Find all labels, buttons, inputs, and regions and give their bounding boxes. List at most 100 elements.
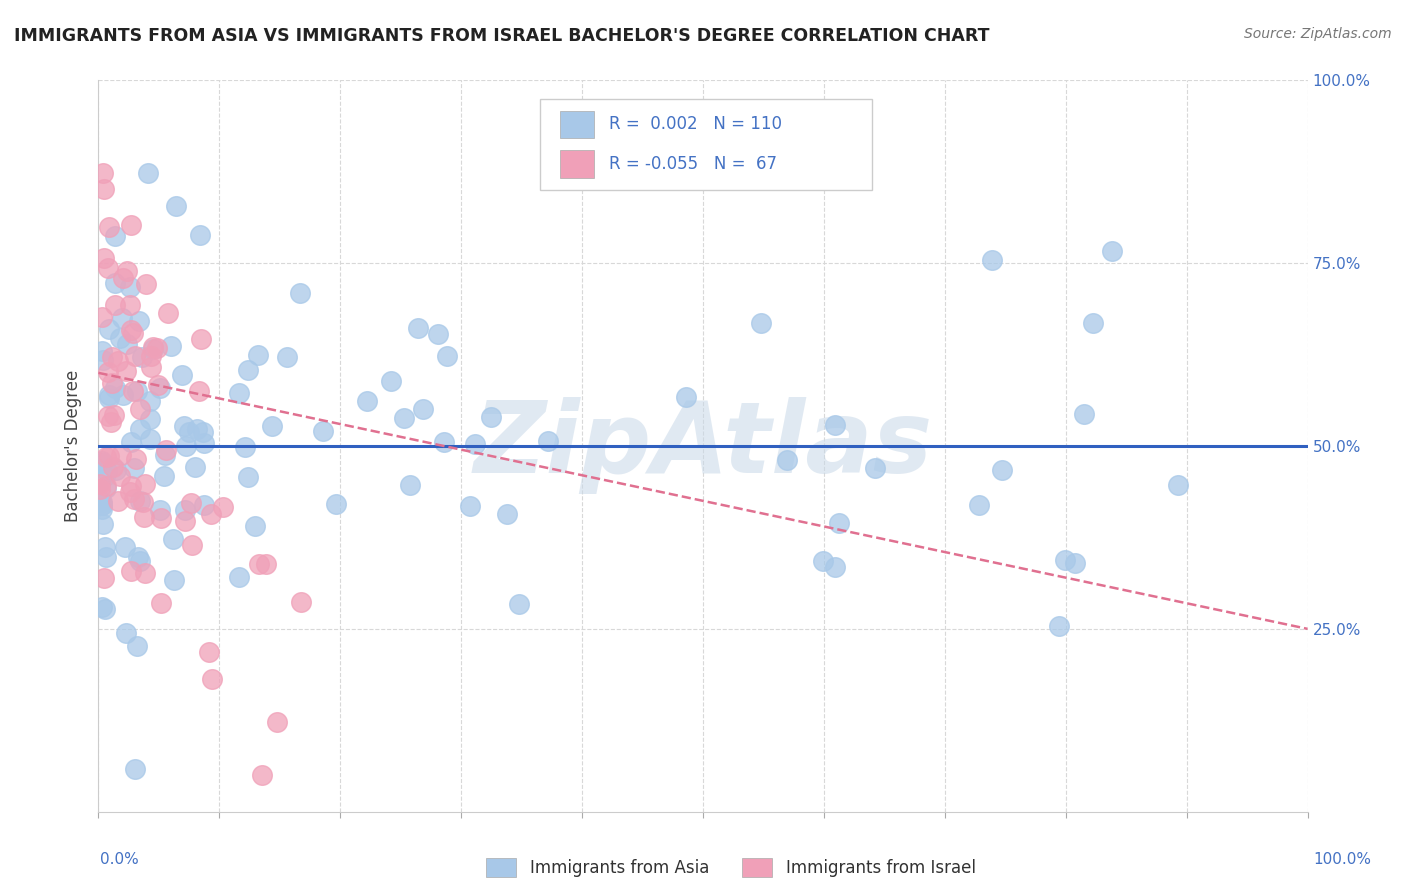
- Point: [186, 422, 208, 436]
- Point: [749, 316, 772, 330]
- Point: [157, 306, 180, 320]
- Point: [91, 600, 114, 615]
- Point: [94, 479, 117, 493]
- Point: [134, 476, 156, 491]
- Point: [426, 326, 449, 341]
- Point: [1081, 317, 1104, 331]
- Point: [125, 639, 148, 653]
- Point: [236, 363, 259, 377]
- Point: [160, 338, 183, 352]
- FancyBboxPatch shape: [540, 99, 872, 190]
- Point: [1073, 407, 1095, 421]
- Point: [184, 460, 207, 475]
- Point: [260, 418, 283, 433]
- Point: [193, 436, 215, 450]
- Point: [200, 508, 222, 522]
- Point: [90, 310, 112, 325]
- Point: [325, 497, 347, 511]
- Point: [433, 435, 456, 450]
- Point: [464, 436, 486, 450]
- Point: [120, 298, 142, 312]
- Point: [120, 564, 142, 578]
- Point: [537, 434, 560, 449]
- Point: [149, 511, 172, 525]
- Point: [177, 425, 200, 439]
- Point: [93, 182, 115, 196]
- Point: [1054, 552, 1077, 566]
- Text: ZipAtlas: ZipAtlas: [474, 398, 932, 494]
- Point: [172, 368, 194, 382]
- FancyBboxPatch shape: [561, 150, 595, 178]
- Point: [153, 469, 176, 483]
- Point: [174, 514, 197, 528]
- Point: [91, 502, 114, 516]
- Legend: Immigrants from Asia, Immigrants from Israel: Immigrants from Asia, Immigrants from Is…: [479, 851, 983, 884]
- Point: [990, 463, 1012, 477]
- Point: [93, 252, 115, 266]
- Point: [120, 434, 142, 449]
- Text: R = -0.055   N =  67: R = -0.055 N = 67: [609, 155, 776, 173]
- Point: [91, 517, 114, 532]
- Point: [91, 498, 114, 512]
- Text: Source: ZipAtlas.com: Source: ZipAtlas.com: [1244, 27, 1392, 41]
- Point: [141, 349, 163, 363]
- Point: [142, 342, 165, 356]
- Point: [93, 571, 115, 585]
- Point: [89, 476, 111, 491]
- Point: [127, 549, 149, 564]
- Point: [115, 625, 138, 640]
- Point: [142, 340, 165, 354]
- Point: [356, 394, 378, 409]
- Point: [129, 422, 152, 436]
- Point: [162, 532, 184, 546]
- Point: [863, 460, 886, 475]
- Point: [94, 482, 117, 496]
- Point: [104, 298, 127, 312]
- Point: [112, 270, 135, 285]
- Point: [1047, 619, 1070, 633]
- Point: [96, 463, 118, 477]
- Point: [180, 496, 202, 510]
- Point: [115, 337, 138, 351]
- Point: [108, 331, 131, 345]
- Point: [412, 401, 434, 416]
- Point: [824, 560, 846, 574]
- Point: [91, 498, 114, 512]
- Point: [94, 540, 117, 554]
- Point: [96, 549, 118, 564]
- Point: [380, 374, 402, 388]
- Point: [228, 570, 250, 584]
- Point: [100, 415, 122, 429]
- Point: [110, 449, 132, 463]
- Point: [128, 314, 150, 328]
- Point: [136, 166, 159, 180]
- Point: [153, 448, 176, 462]
- Point: [1167, 478, 1189, 492]
- Point: [173, 418, 195, 433]
- Point: [828, 516, 851, 531]
- Point: [94, 450, 117, 464]
- Point: [120, 218, 142, 232]
- Text: R =  0.002   N = 110: R = 0.002 N = 110: [609, 115, 782, 134]
- Point: [91, 343, 114, 358]
- Point: [135, 277, 157, 292]
- Point: [104, 229, 127, 244]
- Point: [145, 341, 167, 355]
- Point: [127, 384, 149, 398]
- Point: [228, 385, 250, 400]
- Text: IMMIGRANTS FROM ASIA VS IMMIGRANTS FROM ISRAEL BACHELOR'S DEGREE CORRELATION CHA: IMMIGRANTS FROM ASIA VS IMMIGRANTS FROM …: [14, 27, 990, 45]
- Point: [479, 409, 502, 424]
- Point: [89, 482, 111, 496]
- Point: [91, 495, 114, 509]
- Y-axis label: Bachelor's Degree: Bachelor's Degree: [65, 370, 83, 522]
- Point: [122, 461, 145, 475]
- Point: [91, 166, 114, 180]
- Point: [458, 499, 481, 513]
- Point: [276, 350, 298, 364]
- Point: [97, 322, 120, 336]
- Point: [129, 494, 152, 508]
- Point: [776, 453, 799, 467]
- Point: [146, 377, 169, 392]
- Point: [824, 417, 846, 432]
- Point: [408, 321, 430, 335]
